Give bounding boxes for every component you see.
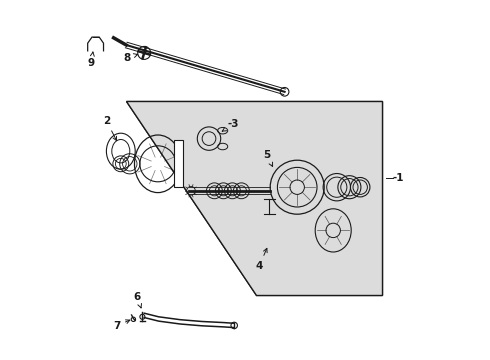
Text: 7: 7 <box>113 320 130 331</box>
Polygon shape <box>126 101 382 295</box>
Text: 4: 4 <box>256 248 267 271</box>
Text: -1: -1 <box>392 173 404 183</box>
Text: 9: 9 <box>88 52 95 68</box>
Text: -3: -3 <box>222 119 239 131</box>
Bar <box>174 140 183 187</box>
Polygon shape <box>126 101 382 295</box>
Text: 8: 8 <box>123 53 138 63</box>
Text: 2: 2 <box>103 116 117 140</box>
Text: 6: 6 <box>133 292 142 308</box>
Text: 5: 5 <box>263 150 272 166</box>
